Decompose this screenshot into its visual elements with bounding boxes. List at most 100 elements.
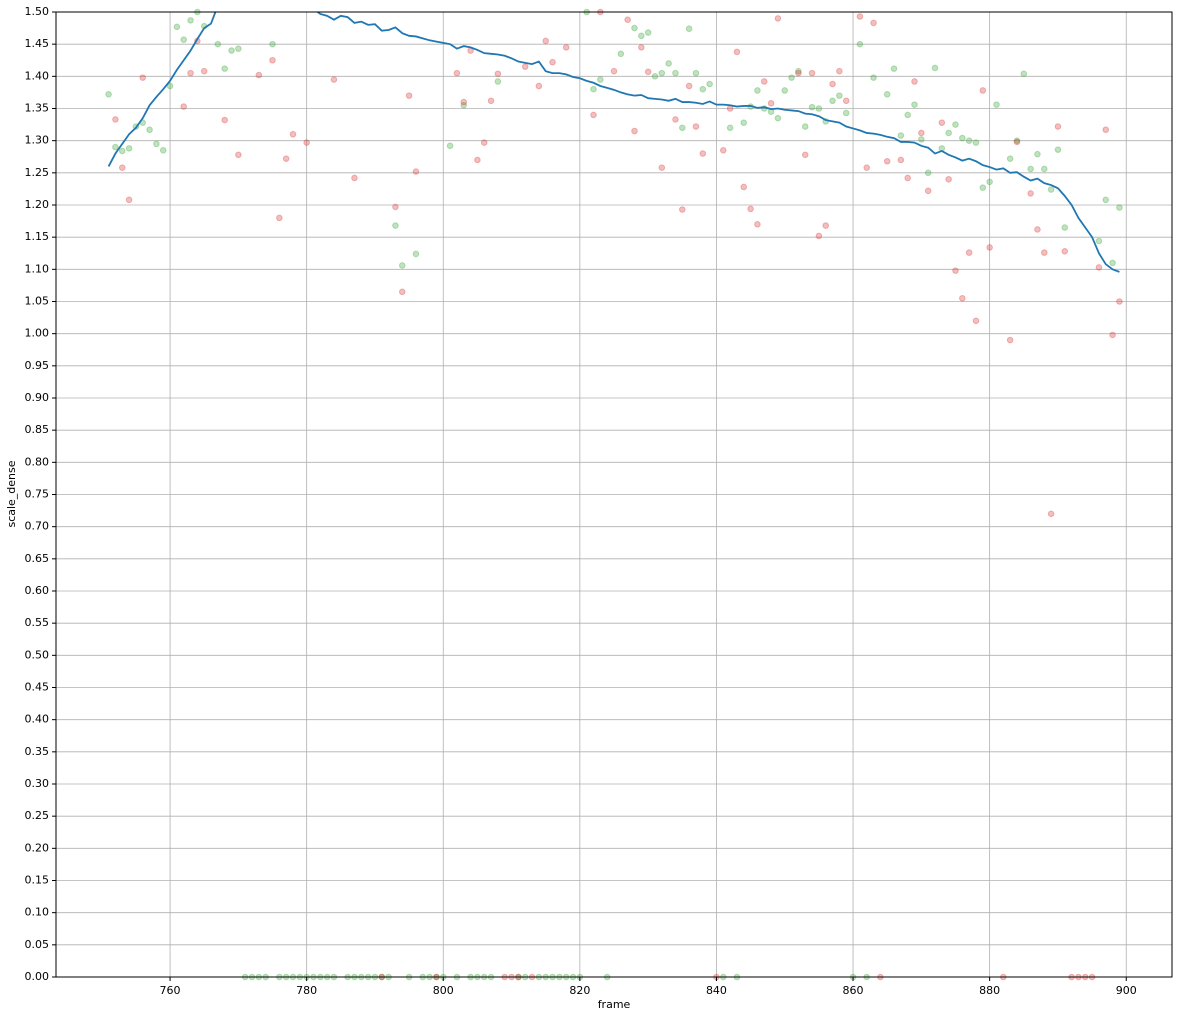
scatter-point [1027, 165, 1034, 173]
x-tick-label: 800 [433, 984, 454, 997]
scatter-point [692, 69, 700, 77]
scatter-point [685, 82, 693, 90]
ticks: 0.00 0.05 0.10 0.15 0.20 0.25 0.30 0.35 0.40 0.45… [25, 5, 1137, 997]
scatter-point [822, 222, 830, 229]
scatter-point [105, 91, 112, 98]
y-axis-label: scale_dense [5, 460, 18, 527]
scatter-point [1047, 510, 1055, 518]
scatter-point [535, 82, 543, 90]
y-tick-label: 1.00 [25, 327, 50, 340]
y-tick-label: 0.05 [25, 938, 50, 951]
y-tick-label: 1.15 [25, 230, 50, 243]
line-series [107, 12, 1120, 273]
scatter-point [631, 127, 638, 135]
scatter-point [719, 147, 727, 154]
y-tick-label: 1.30 [25, 134, 50, 147]
y-tick-label: 1.40 [25, 69, 50, 82]
scatter-point [918, 136, 925, 143]
x-tick-label: 780 [296, 984, 317, 997]
scatter-point [672, 116, 679, 123]
scatter-point [610, 67, 618, 75]
scatter-point [453, 69, 461, 77]
scatter-point [480, 139, 488, 146]
scatter-point [986, 178, 993, 186]
scatter-point [173, 23, 181, 31]
scatter-point [1040, 165, 1048, 173]
scatter-point [412, 168, 420, 175]
scatter-point [303, 139, 310, 146]
scatter-point [672, 69, 679, 77]
scatter-point [965, 137, 973, 144]
scatter-point [959, 294, 966, 302]
scatter-point [836, 92, 843, 99]
y-tick-label: 1.10 [25, 262, 50, 275]
y-tick-label: 1.05 [25, 295, 50, 308]
scatter-point [412, 250, 420, 258]
x-tick-label: 840 [706, 984, 727, 997]
x-tick-label: 880 [979, 984, 1000, 997]
scatter-point [638, 44, 645, 51]
scatter-point [112, 116, 119, 123]
y-tick-label: 1.45 [25, 37, 50, 50]
scatter-point [870, 19, 877, 27]
scatter-point [1102, 126, 1110, 134]
scatter-point [562, 44, 570, 51]
scatter-point [972, 317, 980, 325]
scatter-point [1109, 259, 1116, 267]
scatter-point [740, 119, 748, 126]
scatter-point [733, 48, 741, 56]
y-tick-label: 0.10 [25, 906, 50, 919]
scatter-point [808, 103, 816, 111]
scatter-point [638, 32, 645, 40]
scatter-point [398, 288, 406, 296]
scatter-point [911, 101, 918, 108]
scatter-point [993, 101, 1000, 108]
x-tick-label: 760 [160, 984, 181, 997]
scatter-point [856, 13, 864, 20]
scatter-point [590, 111, 597, 119]
scatter-point [494, 78, 502, 85]
scatter-point [924, 169, 932, 177]
scatter-point [883, 157, 891, 165]
scatter-point [972, 139, 980, 146]
y-tick-label: 0.15 [25, 874, 50, 887]
scatter-point [139, 74, 147, 81]
scatter-point [487, 97, 495, 105]
scatter-point [924, 187, 932, 195]
scatter-point [1027, 190, 1034, 197]
scatter-point [460, 101, 468, 109]
scatter-point [774, 15, 782, 22]
scatter-point [801, 123, 809, 130]
scatter-point [897, 156, 905, 164]
scatter-point [897, 132, 905, 139]
scatter-point [747, 205, 754, 213]
x-tick-label: 820 [569, 984, 590, 997]
scatter-point [269, 56, 276, 64]
y-tick-label: 0.35 [25, 745, 50, 758]
scatter-point [754, 221, 761, 228]
scatter-point [979, 184, 987, 191]
scatter-point [1095, 237, 1103, 245]
scatter-point [945, 129, 952, 137]
scatter-point [255, 71, 263, 79]
scatter-point [112, 143, 119, 151]
scatter-point [166, 82, 174, 90]
data [105, 8, 1123, 981]
scatter-point [829, 80, 836, 88]
y-tick-label: 1.20 [25, 198, 50, 211]
scatter-point [1095, 264, 1103, 271]
scatter-point [1054, 123, 1062, 130]
scatter-point [392, 222, 399, 229]
scatter-point [767, 100, 775, 107]
scatter-point [754, 87, 761, 94]
scatter-point [460, 98, 468, 106]
y-tick-label: 0.85 [25, 423, 50, 436]
scatter-point [658, 164, 666, 171]
y-tick-label: 1.25 [25, 166, 50, 179]
scatter-point [678, 206, 686, 213]
scatter-point [692, 123, 700, 130]
scatter-point [235, 151, 242, 159]
scatter-point [269, 40, 276, 48]
y-tick-label: 0.65 [25, 552, 50, 565]
scatter-point [911, 78, 918, 85]
